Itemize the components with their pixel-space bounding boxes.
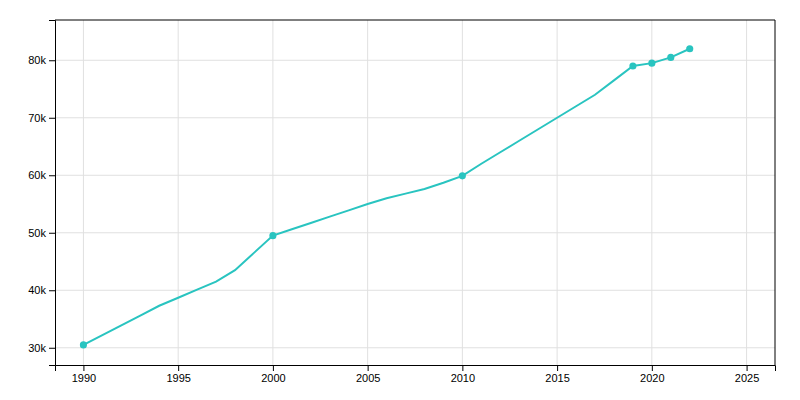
frame bbox=[55, 20, 775, 21]
grid-line bbox=[55, 290, 775, 291]
grid-line bbox=[55, 60, 775, 61]
grid-line bbox=[651, 20, 652, 365]
grid-line bbox=[55, 232, 775, 233]
grid-line bbox=[367, 20, 368, 365]
tick: 50k bbox=[28, 227, 55, 239]
tick-mark bbox=[747, 365, 748, 371]
tick-label: 50k bbox=[28, 227, 46, 239]
tick: 60k bbox=[28, 169, 55, 181]
tick-label: 30k bbox=[28, 342, 46, 354]
tick-mark bbox=[49, 290, 55, 291]
tick: 2005 bbox=[356, 365, 380, 384]
tick: 40k bbox=[28, 284, 55, 296]
tick: 70k bbox=[28, 112, 55, 124]
tick-label: 80k bbox=[28, 54, 46, 66]
grid-line bbox=[55, 347, 775, 348]
tick-mark bbox=[273, 365, 274, 371]
axis-line bbox=[56, 366, 776, 372]
tick-label: 2005 bbox=[356, 372, 380, 384]
tick: 2010 bbox=[451, 365, 475, 384]
grid-line bbox=[83, 20, 84, 365]
tick: 2020 bbox=[640, 365, 664, 384]
x-axis: 1990 1995 2000 2005 2010 2015 2020 2025 bbox=[56, 365, 776, 384]
tick-label: 40k bbox=[28, 284, 46, 296]
tick-mark bbox=[49, 348, 55, 349]
grid-line bbox=[557, 20, 558, 365]
marker bbox=[459, 172, 466, 179]
tick-mark bbox=[49, 175, 55, 176]
marker bbox=[629, 62, 636, 69]
axis-line bbox=[49, 21, 56, 366]
tick-label: 2025 bbox=[735, 372, 759, 384]
tick: 1995 bbox=[166, 365, 190, 384]
tick: 80k bbox=[28, 54, 55, 66]
tick-label: 1995 bbox=[166, 372, 190, 384]
chart: 1990 1995 2000 2005 2010 2015 2020 2025 30k 40k 50… bbox=[0, 0, 800, 400]
marker bbox=[80, 341, 87, 348]
grid-line bbox=[746, 20, 747, 365]
tick-mark bbox=[368, 365, 369, 371]
grid bbox=[55, 20, 775, 365]
marker bbox=[269, 232, 276, 239]
tick-label: 70k bbox=[28, 112, 46, 124]
grid-line bbox=[178, 20, 179, 365]
tick-label: 2020 bbox=[640, 372, 664, 384]
tick-mark bbox=[178, 365, 179, 371]
tick-mark bbox=[462, 365, 463, 371]
grid-line bbox=[55, 175, 775, 176]
tick-mark bbox=[557, 365, 558, 371]
marker bbox=[648, 60, 655, 67]
tick-label: 2000 bbox=[261, 372, 285, 384]
tick: 2025 bbox=[735, 365, 759, 384]
grid-line bbox=[462, 20, 463, 365]
y-axis: 30k 40k 50k 60k 70k 80k bbox=[28, 21, 55, 366]
tick-mark bbox=[49, 60, 55, 61]
tick: 30k bbox=[28, 342, 55, 354]
tick-label: 2015 bbox=[545, 372, 569, 384]
line bbox=[83, 49, 689, 345]
tick-mark bbox=[49, 118, 55, 119]
tick-mark bbox=[49, 233, 55, 234]
tick: 2000 bbox=[261, 365, 285, 384]
marker bbox=[667, 54, 674, 61]
tick: 1990 bbox=[72, 365, 96, 384]
tick-label: 60k bbox=[28, 169, 46, 181]
tick: 2015 bbox=[545, 365, 569, 384]
tick-mark bbox=[83, 365, 84, 371]
marker bbox=[686, 45, 693, 52]
tick-label: 1990 bbox=[72, 372, 96, 384]
tick-label: 2010 bbox=[451, 372, 475, 384]
tick-mark bbox=[652, 365, 653, 371]
grid-line bbox=[55, 117, 775, 118]
frame bbox=[775, 20, 776, 365]
data bbox=[80, 45, 693, 348]
grid-line bbox=[272, 20, 273, 365]
plot: 1990 1995 2000 2005 2010 2015 2020 2025 30k 40k 50… bbox=[28, 20, 775, 384]
